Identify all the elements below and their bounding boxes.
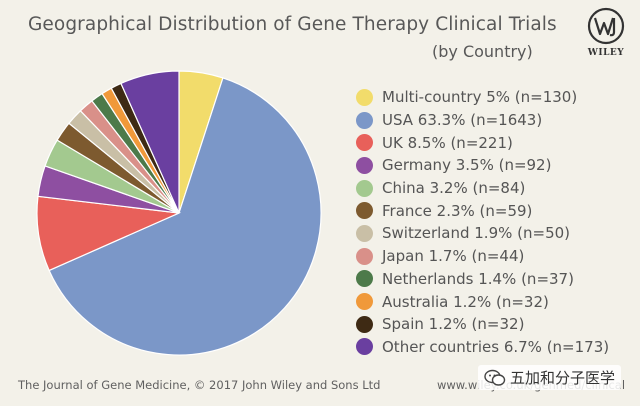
legend-swatch [356,202,373,220]
legend-label: USA 63.3% (n=1643) [382,111,543,130]
legend-item: UK 8.5% (n=221) [356,131,609,154]
wechat-icon [484,369,506,386]
legend-swatch [356,315,373,333]
pie-slice-usa [48,77,322,356]
legend-item: France 2.3% (n=59) [356,199,609,222]
legend-label: Netherlands 1.4% (n=37) [382,269,574,288]
legend-swatch [356,293,373,311]
legend-label: Switzerland 1.9% (n=50) [382,224,571,243]
legend-label: Other countries 6.7% (n=173) [382,337,610,356]
legend-item: Netherlands 1.4% (n=37) [356,268,609,291]
legend-swatch [356,338,373,356]
journal-credit: The Journal of Gene Medicine, © 2017 Joh… [18,378,381,392]
legend-swatch [356,111,373,129]
logo-text: WILEY [587,48,625,58]
legend-item: Other countries 6.7% (n=173) [356,336,609,359]
legend-swatch [356,247,373,265]
legend-item: Spain 1.2% (n=32) [356,313,609,336]
legend-item: Germany 3.5% (n=92) [356,154,609,177]
wechat-watermark: 五加和分子医学 [478,365,622,390]
legend-swatch [356,224,373,242]
legend-label: Japan 1.7% (n=44) [382,247,525,266]
legend-label: France 2.3% (n=59) [382,201,533,220]
legend-label: Germany 3.5% (n=92) [382,156,552,175]
legend-swatch [356,156,373,174]
legend-label: China 3.2% (n=84) [382,179,526,198]
watermark-text: 五加和分子医学 [510,369,616,387]
chart-subtitle: (by Country) [432,42,533,61]
legend-item: Multi-country 5% (n=130) [356,86,609,109]
legend-label: Australia 1.2% (n=32) [382,292,549,311]
legend-item: China 3.2% (n=84) [356,177,609,200]
chart-title: Geographical Distribution of Gene Therap… [28,14,557,35]
pie-slice-other-countries [120,70,180,214]
chart-legend: Multi-country 5% (n=130) USA 63.3% (n=164… [356,86,609,358]
legend-label: UK 8.5% (n=221) [382,133,513,152]
legend-swatch [356,270,373,288]
legend-label: Spain 1.2% (n=32) [382,315,525,334]
legend-swatch [356,179,373,197]
wiley-seal-icon [587,7,625,45]
legend-label: Multi-country 5% (n=130) [382,88,578,107]
legend-item: USA 63.3% (n=1643) [356,109,609,132]
legend-item: Japan 1.7% (n=44) [356,245,609,268]
legend-item: Australia 1.2% (n=32) [356,290,609,313]
wiley-logo: WILEY [584,6,628,66]
legend-swatch [356,88,373,106]
legend-item: Switzerland 1.9% (n=50) [356,222,609,245]
legend-swatch [356,134,373,152]
